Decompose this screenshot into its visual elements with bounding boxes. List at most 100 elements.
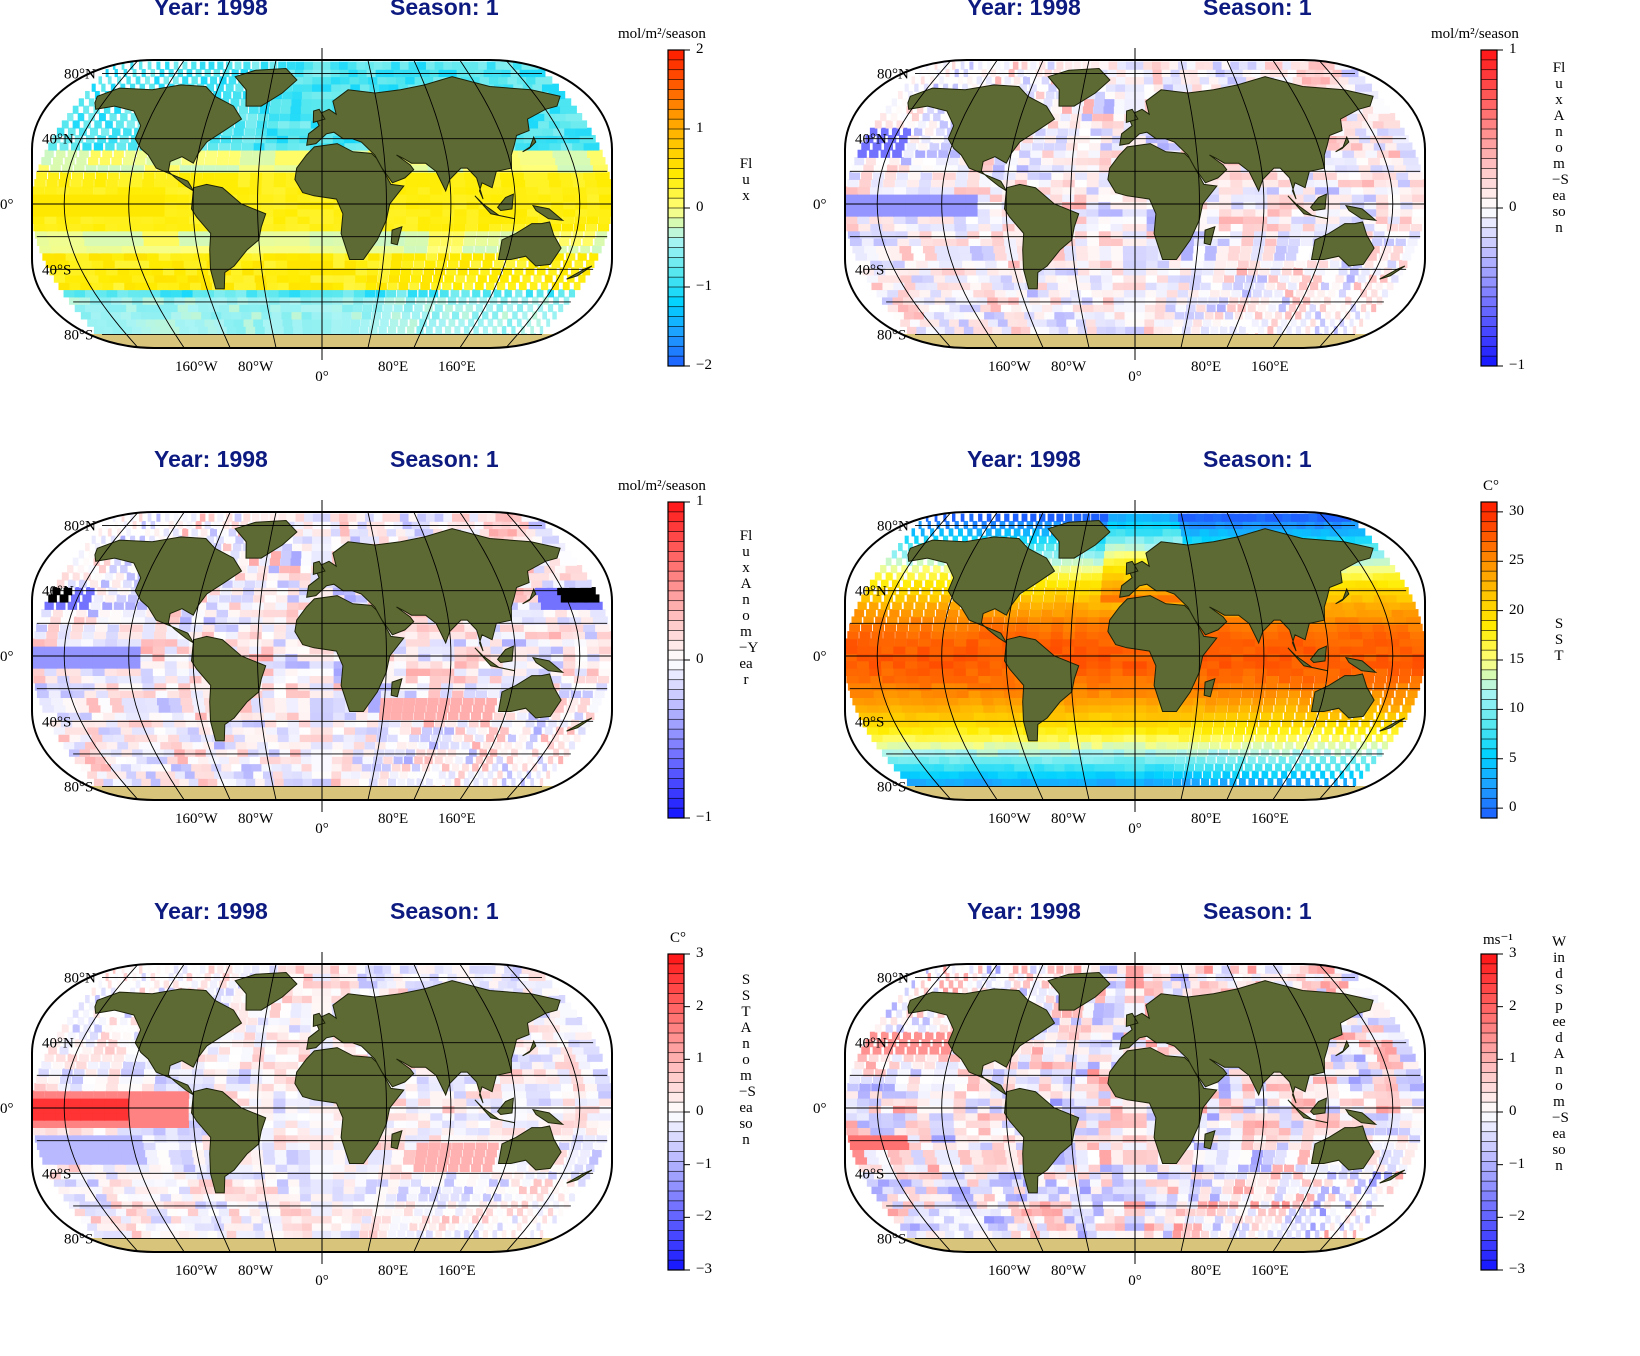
colorbar (667, 953, 690, 1271)
landmass (1344, 1108, 1378, 1125)
colorbar-tick-label: 20 (1509, 601, 1524, 618)
panel-year-title: Year: 1998 (154, 898, 268, 924)
world-map: 80°N 40°N 0° 40°S 80°S 160°W 80°W 0° 80°E 160°E (0, 952, 613, 1289)
lat-label: 0° (0, 197, 14, 213)
lat-label: 80°S (877, 1232, 906, 1248)
landmass (1047, 971, 1111, 1011)
lon-label: 80°W (238, 811, 274, 827)
colorbar-variable-label: Wind Speed Anom−Season (1552, 934, 1569, 1174)
lat-label: 80°N (64, 518, 96, 534)
landmass (390, 226, 403, 246)
lon-label: 80°E (1191, 811, 1221, 827)
lat-label: 40°N (42, 132, 74, 148)
colorbar-tick-label: 2 (696, 997, 704, 1014)
landmass (1344, 656, 1378, 673)
panel-year-title: Year: 1998 (967, 446, 1081, 472)
landmass (496, 1097, 514, 1116)
lat-label: 80°S (64, 328, 93, 344)
landmass (1310, 221, 1375, 267)
landmass (522, 1039, 537, 1057)
colorbar (1480, 953, 1503, 1271)
map-panel-sst: Year: 1998 Season: 1 80°N 40°N 0° 40°S 80°S 160… (813, 446, 1633, 904)
landmass (1335, 135, 1350, 153)
lon-label: 160°E (1251, 1263, 1289, 1279)
lat-label: 0° (813, 1101, 827, 1117)
colorbar-tick-label: −1 (696, 278, 712, 294)
colorbar-tick-label: −2 (1509, 1208, 1525, 1225)
colorbar-tick-label: 3 (1509, 945, 1517, 961)
colorbar-tick-label: 0 (1509, 1103, 1517, 1119)
landmass (496, 193, 514, 212)
world-map: 80°N 40°N 0° 40°S 80°S 160°W 80°W 0° 80°E 160°E (813, 952, 1426, 1289)
lon-label: 80°W (238, 1263, 274, 1279)
landmass (1047, 67, 1111, 107)
lat-label: 40°S (42, 1166, 71, 1182)
colorbar-unit: C° (670, 930, 687, 946)
lon-label: 160°W (988, 811, 1031, 827)
colorbar-tick-label: 0 (696, 1103, 704, 1119)
lat-label: 80°N (877, 66, 909, 82)
lat-label: 40°S (42, 262, 71, 278)
lat-label: 0° (0, 1101, 14, 1117)
lat-label: 0° (813, 649, 827, 665)
panel-season-title: Season: 1 (390, 0, 499, 20)
lon-label: 0° (1128, 369, 1142, 385)
colorbar (1480, 501, 1503, 819)
landmass (1310, 1125, 1375, 1171)
landmass (234, 519, 298, 559)
colorbar-tick-label: −1 (1509, 357, 1525, 373)
lon-label: 0° (315, 1273, 329, 1289)
lon-label: 160°W (988, 1263, 1031, 1279)
lon-label: 160°E (438, 1263, 476, 1279)
landmass (497, 1125, 562, 1171)
colorbar-tick-label: 1 (696, 120, 704, 136)
landmass (1310, 673, 1375, 719)
map-panel-flux_anom_season: Year: 1998 Season: 1 80°N 40°N 0° 40°S 80°S 160… (813, 0, 1633, 452)
lat-label: 40°N (855, 1036, 887, 1052)
colorbar-variable-label: Flux (739, 156, 753, 204)
colorbar (667, 49, 690, 367)
landmass (497, 673, 562, 719)
lon-label: 80°E (378, 359, 408, 375)
colorbar-tick-label: 1 (1509, 1050, 1517, 1067)
lat-label: 40°S (855, 714, 884, 730)
landmass (522, 135, 537, 153)
lon-label: 160°W (175, 1263, 218, 1279)
colorbar-tick-label: 1 (696, 493, 704, 509)
lon-label: 80°E (1191, 1263, 1221, 1279)
landmass (1203, 1130, 1216, 1150)
colorbar-tick-label: 1 (1509, 41, 1517, 57)
world-map: 80°N 40°N 0° 40°S 80°S 160°W 80°W 0° 80°E 160°E (813, 48, 1426, 385)
landmass (234, 67, 298, 107)
lon-label: 80°W (238, 359, 274, 375)
lat-label: 0° (813, 197, 827, 213)
colorbar (1480, 49, 1503, 367)
world-map: 80°N 40°N 0° 40°S 80°S 160°W 80°W 0° 80°E 160°E (0, 48, 613, 385)
colorbar-tick-label: −1 (696, 809, 712, 825)
panel-year-title: Year: 1998 (967, 0, 1081, 20)
colorbar-tick-label: 0 (1509, 199, 1517, 215)
colorbar-tick-label: 0 (696, 651, 704, 667)
colorbar-tick-label: −3 (696, 1261, 712, 1277)
colorbar-tick-label: 25 (1509, 552, 1524, 569)
colorbar-tick-label: 30 (1509, 502, 1524, 519)
landmass (1335, 1039, 1350, 1057)
lat-label: 40°N (42, 1036, 74, 1052)
panel-season-title: Season: 1 (390, 446, 499, 472)
colorbar-tick-label: 1 (696, 1050, 704, 1067)
colorbar-tick-label: −1 (696, 1155, 712, 1172)
landmass (1309, 1097, 1327, 1116)
lat-label: 40°N (42, 584, 74, 600)
lat-label: 40°S (855, 262, 884, 278)
world-map: 80°N 40°N 0° 40°S 80°S 160°W 80°W 0° 80°E 160°E (0, 500, 613, 837)
colorbar-tick-label: 3 (696, 945, 704, 961)
landmass (1309, 193, 1327, 212)
colorbar-variable-label: SST (1554, 616, 1564, 664)
colorbar-variable-label: Flux Anom−Season (1552, 60, 1569, 236)
lat-label: 80°S (64, 1232, 93, 1248)
landmass (531, 1108, 565, 1125)
colorbar-tick-label: 15 (1509, 651, 1524, 667)
lat-label: 80°N (877, 970, 909, 986)
lon-label: 160°E (1251, 811, 1289, 827)
lon-label: 0° (1128, 1273, 1142, 1289)
